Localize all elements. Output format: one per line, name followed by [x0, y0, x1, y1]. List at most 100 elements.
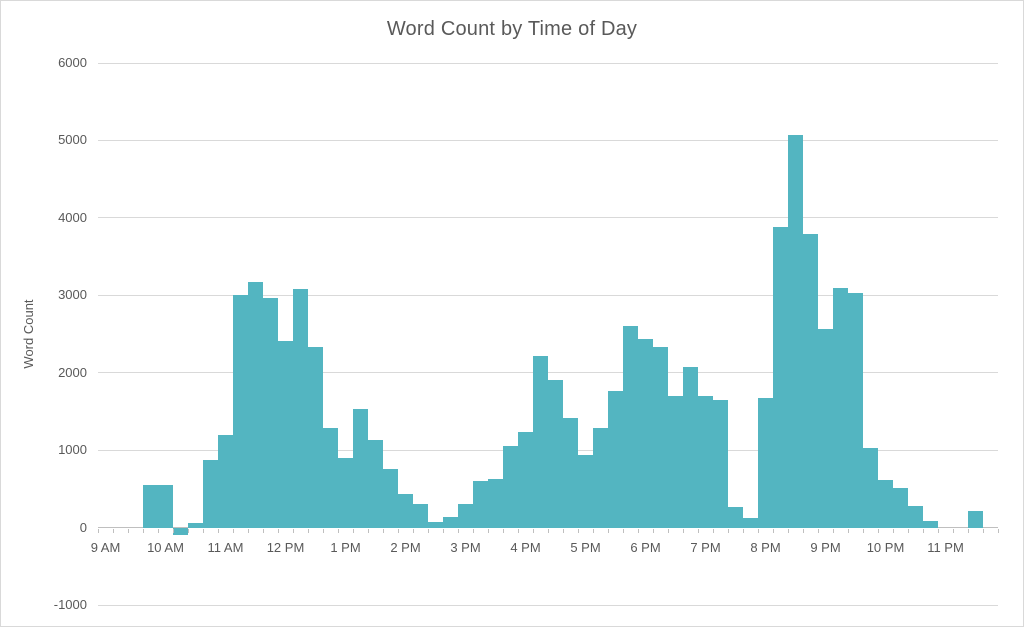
- chart-bar: [563, 417, 578, 528]
- chart-bar: [908, 505, 923, 528]
- x-axis-label: 8 PM: [750, 539, 781, 555]
- x-axis-label: 10 AM: [147, 539, 184, 555]
- x-axis-tick: [893, 528, 894, 533]
- x-axis-line: [98, 527, 998, 529]
- x-axis-tick: [503, 528, 504, 533]
- x-axis-tick: [203, 528, 204, 533]
- x-axis-tick: [218, 528, 219, 533]
- chart-bar: [578, 455, 593, 528]
- y-axis-label: 3000: [58, 287, 87, 303]
- chart-bar: [788, 135, 803, 528]
- chart-bar: [218, 434, 233, 528]
- x-axis-label: 7 PM: [690, 539, 721, 555]
- chart-bar: [758, 398, 773, 528]
- x-axis-tick: [533, 528, 534, 533]
- x-axis-label: 10 PM: [866, 539, 905, 555]
- chart-bar: [653, 347, 668, 528]
- x-axis-label: 3 PM: [450, 539, 481, 555]
- x-axis-tick: [908, 528, 909, 533]
- x-axis-label: 9 AM: [90, 539, 121, 555]
- chart-bar: [473, 481, 488, 528]
- chart-bar: [503, 446, 518, 528]
- x-axis-tick: [563, 528, 564, 533]
- chart-bar: [443, 516, 458, 528]
- y-axis-label: 1000: [58, 442, 87, 458]
- chart-bar: [848, 292, 863, 528]
- chart-bar: [428, 522, 443, 528]
- x-axis-tick: [383, 528, 384, 533]
- x-axis-label: 2 PM: [390, 539, 421, 555]
- chart-bar: [773, 227, 788, 528]
- plot-area: 9 AM 10 AM 11 AM 12 PM 1 PM 2 PM 3 PM 4 PM 5 PM 6…: [91, 62, 999, 606]
- x-axis-tick: [608, 528, 609, 533]
- chart-bar: [308, 347, 323, 528]
- chart-bar: [548, 379, 563, 528]
- chart-bar: [668, 395, 683, 528]
- x-axis-tick: [968, 528, 969, 533]
- x-axis-tick: [518, 528, 519, 533]
- chart-bar: [923, 521, 938, 528]
- chart-bar: [818, 329, 833, 528]
- chart-bar: [713, 399, 728, 528]
- x-axis-tick: [698, 528, 699, 533]
- chart-bar: [833, 288, 848, 528]
- y-gridline: [98, 604, 998, 606]
- x-axis-tick: [98, 528, 99, 533]
- x-axis-tick: [803, 528, 804, 533]
- chart-bar: [338, 457, 353, 528]
- x-axis-tick: [308, 528, 309, 533]
- y-axis-label: 2000: [58, 364, 87, 380]
- x-axis-tick: [938, 528, 939, 533]
- x-axis-label: 11 AM: [207, 539, 244, 555]
- chart-bar: [188, 522, 203, 528]
- x-axis-tick: [323, 528, 324, 533]
- chart-bar: [143, 484, 158, 528]
- x-axis-tick: [593, 528, 594, 533]
- y-gridline: [98, 139, 998, 141]
- x-axis-tick: [578, 528, 579, 533]
- x-axis-tick: [488, 528, 489, 533]
- chart-bar: [413, 504, 428, 528]
- x-axis-tick: [683, 528, 684, 533]
- chart-bar: [863, 447, 878, 528]
- chart-bar: [698, 395, 713, 528]
- chart-bar: [518, 432, 533, 528]
- x-axis-tick: [113, 528, 114, 533]
- x-axis-tick: [443, 528, 444, 533]
- x-axis-label: 9 PM: [810, 539, 841, 555]
- y-gridline: [98, 217, 998, 219]
- x-axis-tick: [668, 528, 669, 533]
- x-axis-label: 6 PM: [630, 539, 661, 555]
- chart-bar: [893, 488, 908, 528]
- chart-title: Word Count by Time of Day: [386, 18, 638, 40]
- chart-bar: [803, 234, 818, 528]
- x-axis-tick: [638, 528, 639, 533]
- x-axis-label: 1 PM: [330, 539, 361, 555]
- x-axis-tick: [368, 528, 369, 533]
- y-gridline: [98, 62, 998, 64]
- x-axis-label: 5 PM: [570, 539, 601, 555]
- chart-bar: [263, 297, 278, 528]
- x-axis-tick: [263, 528, 264, 533]
- x-axis-tick: [428, 528, 429, 533]
- chart-bar: [278, 340, 293, 528]
- x-axis-tick: [413, 528, 414, 533]
- y-axis-label: 5000: [58, 132, 87, 148]
- y-gridline: [98, 372, 998, 374]
- chart-bar: [623, 326, 638, 528]
- chart-bar: [398, 493, 413, 528]
- chart-bar: [158, 484, 173, 528]
- x-axis-tick: [248, 528, 249, 533]
- y-axis-label: -1000: [53, 597, 87, 612]
- chart-bar: [728, 506, 743, 528]
- x-axis-tick: [848, 528, 849, 533]
- x-axis-tick: [653, 528, 654, 533]
- chart-bar: [173, 527, 188, 535]
- x-axis-tick: [818, 528, 819, 533]
- x-axis-tick: [278, 528, 279, 533]
- chart-bar: [533, 356, 548, 528]
- x-axis-tick: [878, 528, 879, 533]
- x-axis-tick: [998, 528, 999, 533]
- x-axis-tick: [293, 528, 294, 533]
